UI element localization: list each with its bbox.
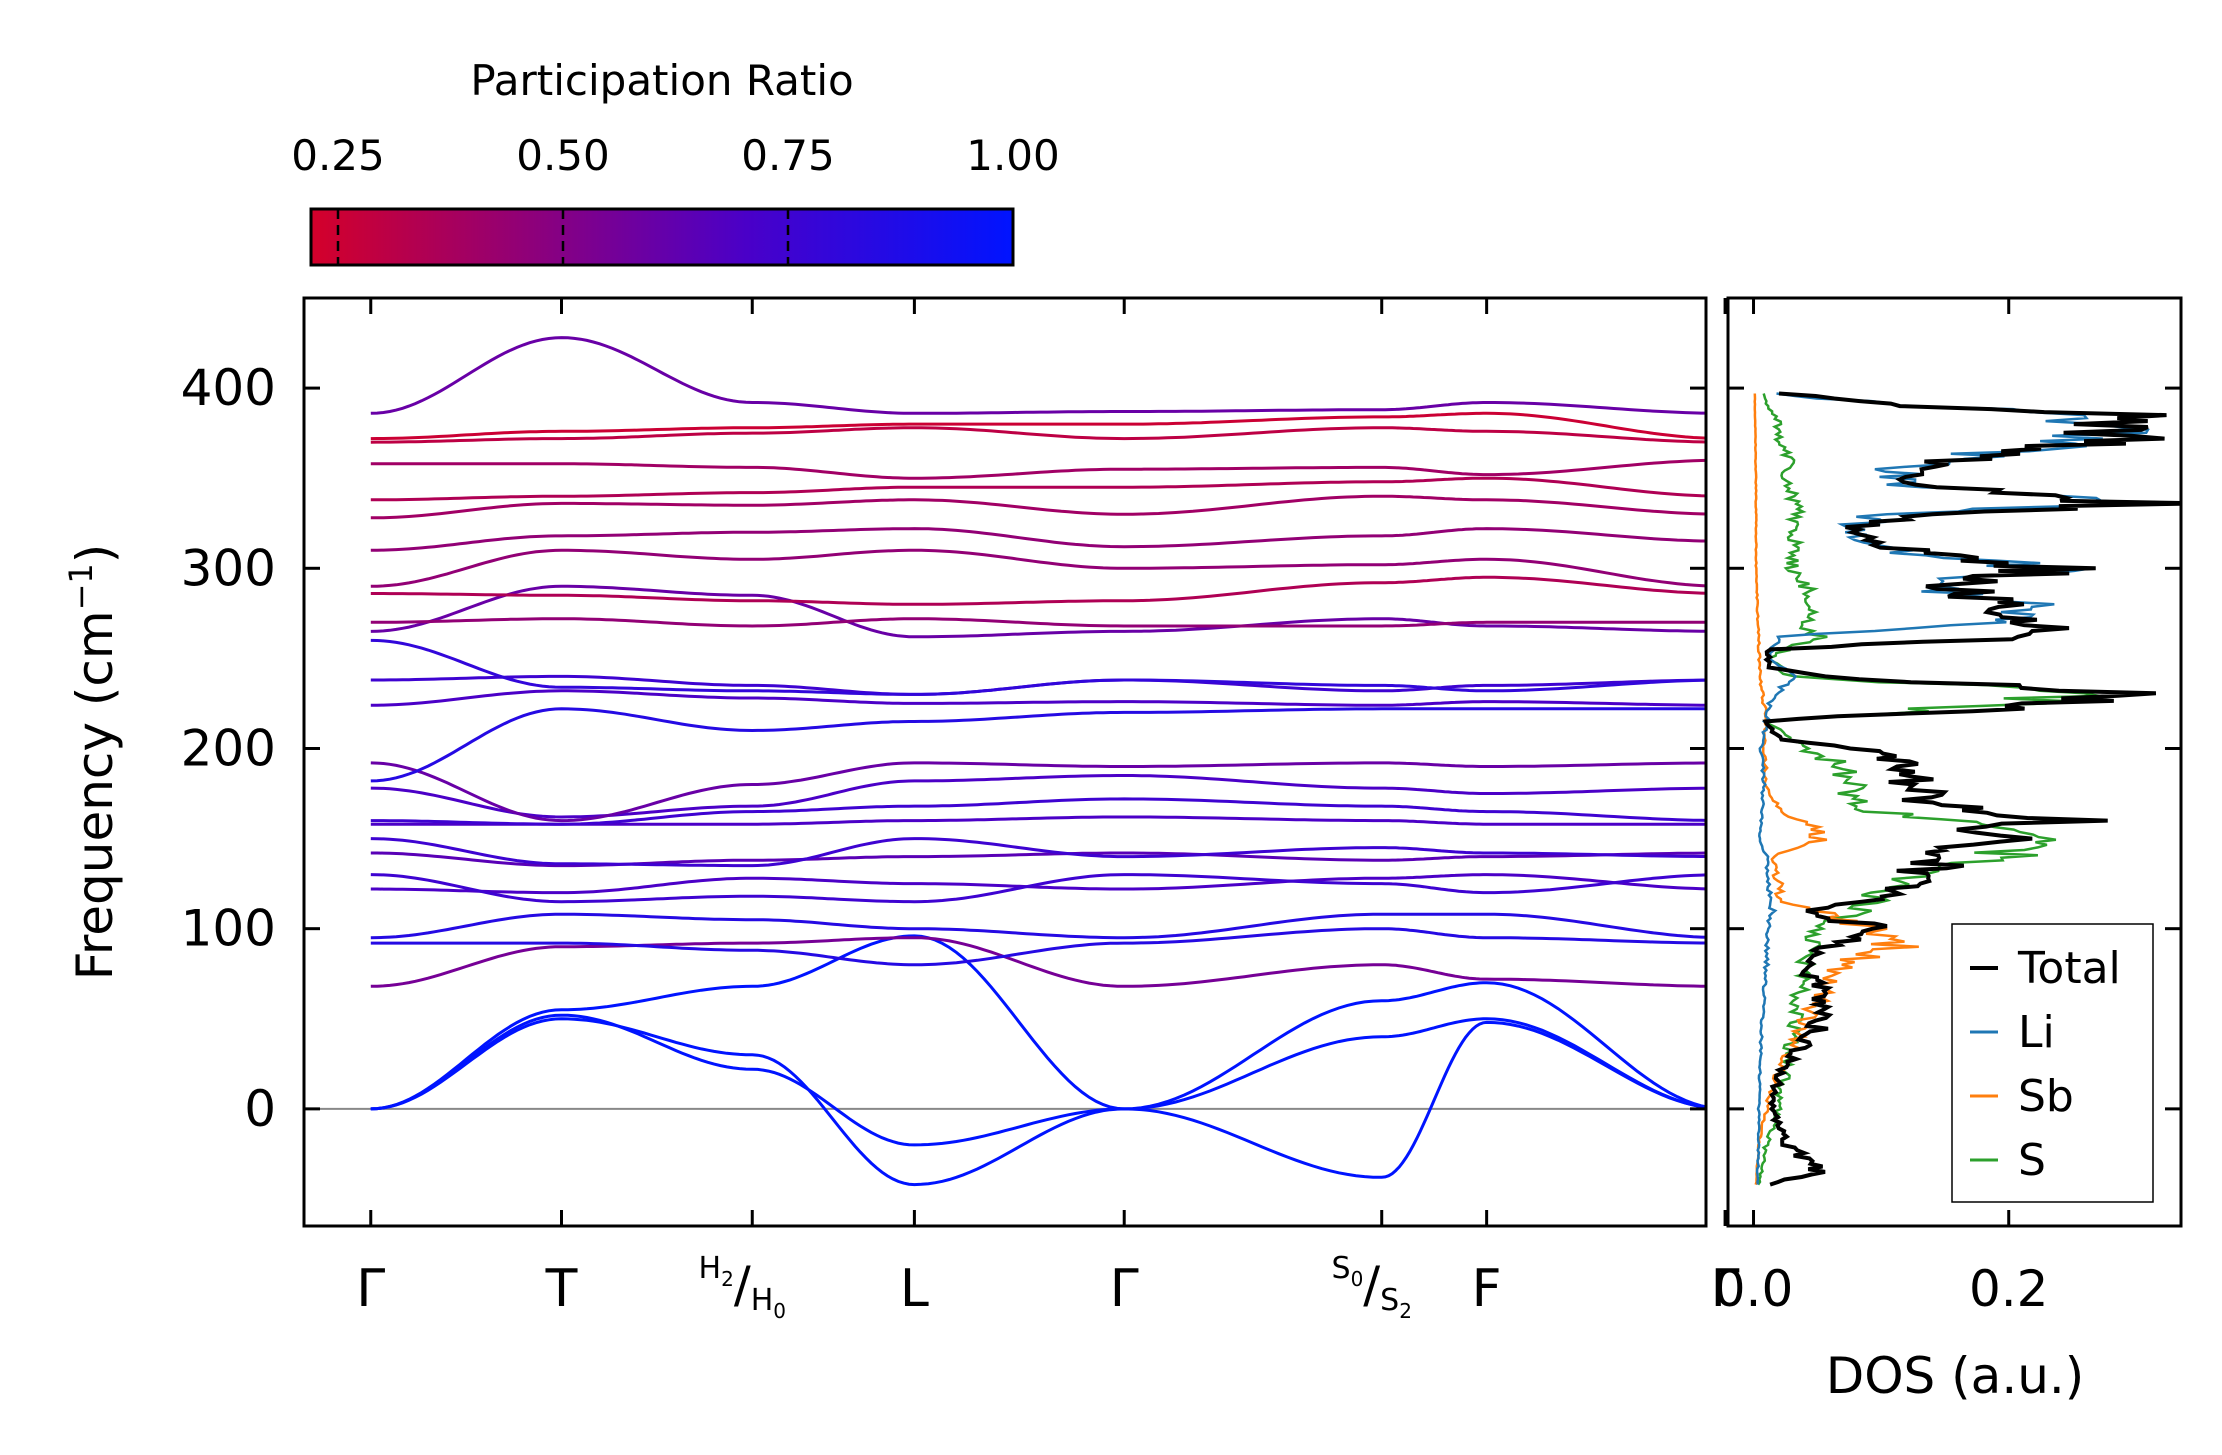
colorbar-tick-label: 1.00 bbox=[966, 131, 1060, 180]
dos-legend: Total Li Sb S bbox=[1951, 923, 2154, 1203]
band-line-4 bbox=[370, 927, 1706, 967]
kpoint-label-a: H bbox=[699, 1251, 722, 1286]
dos-line-sb bbox=[1753, 393, 1919, 1185]
band-x-tick-label: Γ bbox=[1711, 1259, 1740, 1319]
band-x-tick-label-S0-S2: S0/S2 bbox=[1332, 1251, 1412, 1323]
dos-line-total bbox=[1762, 391, 2181, 1187]
band-y-tick-label: 400 bbox=[181, 359, 276, 417]
kpoint-label-b: H bbox=[751, 1283, 774, 1318]
band-line-16 bbox=[370, 689, 1706, 707]
kpoint-label-a: S bbox=[1332, 1251, 1351, 1286]
dos-lines bbox=[1753, 391, 2181, 1187]
legend-box bbox=[1951, 923, 2154, 1203]
band-x-tick-label: Γ bbox=[356, 1259, 385, 1319]
band-line-26 bbox=[370, 426, 1706, 444]
band-line-19 bbox=[370, 617, 1706, 628]
kpoint-slash: / bbox=[1363, 1256, 1380, 1314]
dos-x-axis-label: DOS (a.u.) bbox=[1826, 1347, 2085, 1405]
band-y-tick-label: 100 bbox=[181, 900, 276, 958]
kpoint-sub-a: 2 bbox=[721, 1267, 734, 1291]
band-line-1 bbox=[370, 1017, 1706, 1187]
legend-label-total: Total bbox=[2017, 943, 2121, 994]
band-line-6 bbox=[370, 873, 1706, 895]
band-line-28 bbox=[370, 336, 1706, 415]
band-x-tick-label: L bbox=[900, 1259, 929, 1319]
band-line-2 bbox=[370, 934, 1706, 1111]
colorbar-tick-label: 0.25 bbox=[291, 131, 385, 180]
kpoint-sub-b: 0 bbox=[773, 1299, 786, 1323]
kpoint-slash: / bbox=[734, 1256, 751, 1314]
band-line-21 bbox=[370, 548, 1706, 588]
dos-axes-frame bbox=[1726, 296, 2183, 1228]
band-line-0 bbox=[370, 1013, 1706, 1179]
band-line-27 bbox=[370, 411, 1706, 441]
band-axes-frame bbox=[302, 296, 1708, 1228]
band-line-20 bbox=[370, 575, 1706, 606]
legend-label-sb: Sb bbox=[2018, 1071, 2074, 1122]
band-y-axis-label: Frequency (cm−1) bbox=[62, 544, 124, 981]
band-line-17 bbox=[370, 638, 1706, 696]
kpoint-sub-b: 2 bbox=[1399, 1299, 1412, 1323]
band-x-tick-label-H2-H0: H2/H0 bbox=[699, 1251, 786, 1323]
dos-panel: 0.0 0.2 DOS (a.u.) Total Li Sb S bbox=[1714, 296, 2183, 1405]
band-y-tick-label: 300 bbox=[181, 539, 276, 597]
dos-ticks: 0.0 0.2 bbox=[1714, 298, 2181, 1318]
colorbar-ticks: 0.25 0.50 0.75 1.00 bbox=[291, 131, 1060, 265]
band-x-tick-label: Γ bbox=[1110, 1259, 1139, 1319]
band-line-13 bbox=[370, 761, 1706, 823]
band-y-ticks: 0 100 200 300 400 bbox=[181, 359, 1706, 1138]
band-x-tick-label: T bbox=[545, 1259, 578, 1319]
band-y-tick-label: 200 bbox=[181, 719, 276, 777]
band-line-18 bbox=[370, 584, 1706, 639]
band-line-14 bbox=[370, 707, 1706, 783]
dos-line-s bbox=[1757, 393, 2100, 1186]
band-lines bbox=[370, 336, 1706, 1187]
dos-x-tick-label: 0.2 bbox=[1969, 1260, 2049, 1318]
band-y-tick-label: 0 bbox=[244, 1080, 276, 1138]
legend-label-s: S bbox=[2018, 1135, 2046, 1186]
band-line-7 bbox=[370, 873, 1706, 904]
colorbar-title: Participation Ratio bbox=[470, 56, 853, 105]
kpoint-sub-a: 0 bbox=[1351, 1267, 1364, 1291]
band-line-9 bbox=[370, 837, 1706, 868]
dos-line-li bbox=[1755, 392, 2150, 1185]
colorbar-gradient bbox=[309, 207, 1015, 267]
colorbar-tick-label: 0.75 bbox=[741, 131, 835, 180]
band-line-3 bbox=[370, 936, 1706, 988]
band-line-23 bbox=[370, 494, 1706, 520]
band-x-ticks: Γ T H2/H0 L Γ S0/S2 F Γ bbox=[356, 298, 1740, 1323]
band-x-tick-label: F bbox=[1472, 1259, 1502, 1319]
legend-label-li: Li bbox=[2018, 1007, 2055, 1058]
colorbar-tick-label: 0.50 bbox=[516, 131, 610, 180]
band-line-11 bbox=[370, 797, 1706, 826]
band-line-25 bbox=[370, 458, 1706, 480]
kpoint-label-b: S bbox=[1380, 1283, 1399, 1318]
band-line-22 bbox=[370, 527, 1706, 552]
dos-x-tick-label: 0.0 bbox=[1714, 1260, 1794, 1318]
band-line-5 bbox=[370, 912, 1706, 940]
band-line-12 bbox=[370, 774, 1706, 819]
colorbar: Participation Ratio 0.25 0.50 0.75 1.00 bbox=[291, 56, 1060, 267]
band-line-24 bbox=[370, 476, 1706, 502]
